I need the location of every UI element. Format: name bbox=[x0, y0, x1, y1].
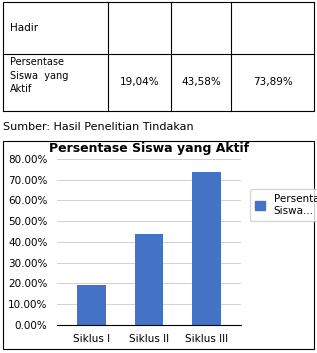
Text: 73,89%: 73,89% bbox=[253, 77, 293, 88]
Legend: Persentase
Siswa...: Persentase Siswa... bbox=[250, 189, 317, 221]
Bar bbox=[77, 285, 106, 325]
Title: Persentase Siswa yang Aktif: Persentase Siswa yang Aktif bbox=[49, 142, 249, 155]
Text: Sumber: Hasil Penelitian Tindakan: Sumber: Hasil Penelitian Tindakan bbox=[3, 122, 194, 132]
FancyBboxPatch shape bbox=[3, 141, 314, 349]
Text: 19,04%: 19,04% bbox=[120, 77, 159, 88]
Text: Hadir: Hadir bbox=[10, 23, 38, 33]
Text: 43,58%: 43,58% bbox=[181, 77, 221, 88]
Bar bbox=[135, 234, 163, 325]
Bar bbox=[192, 172, 221, 325]
Text: Persentase
Siswa  yang
Aktif: Persentase Siswa yang Aktif bbox=[10, 58, 68, 94]
